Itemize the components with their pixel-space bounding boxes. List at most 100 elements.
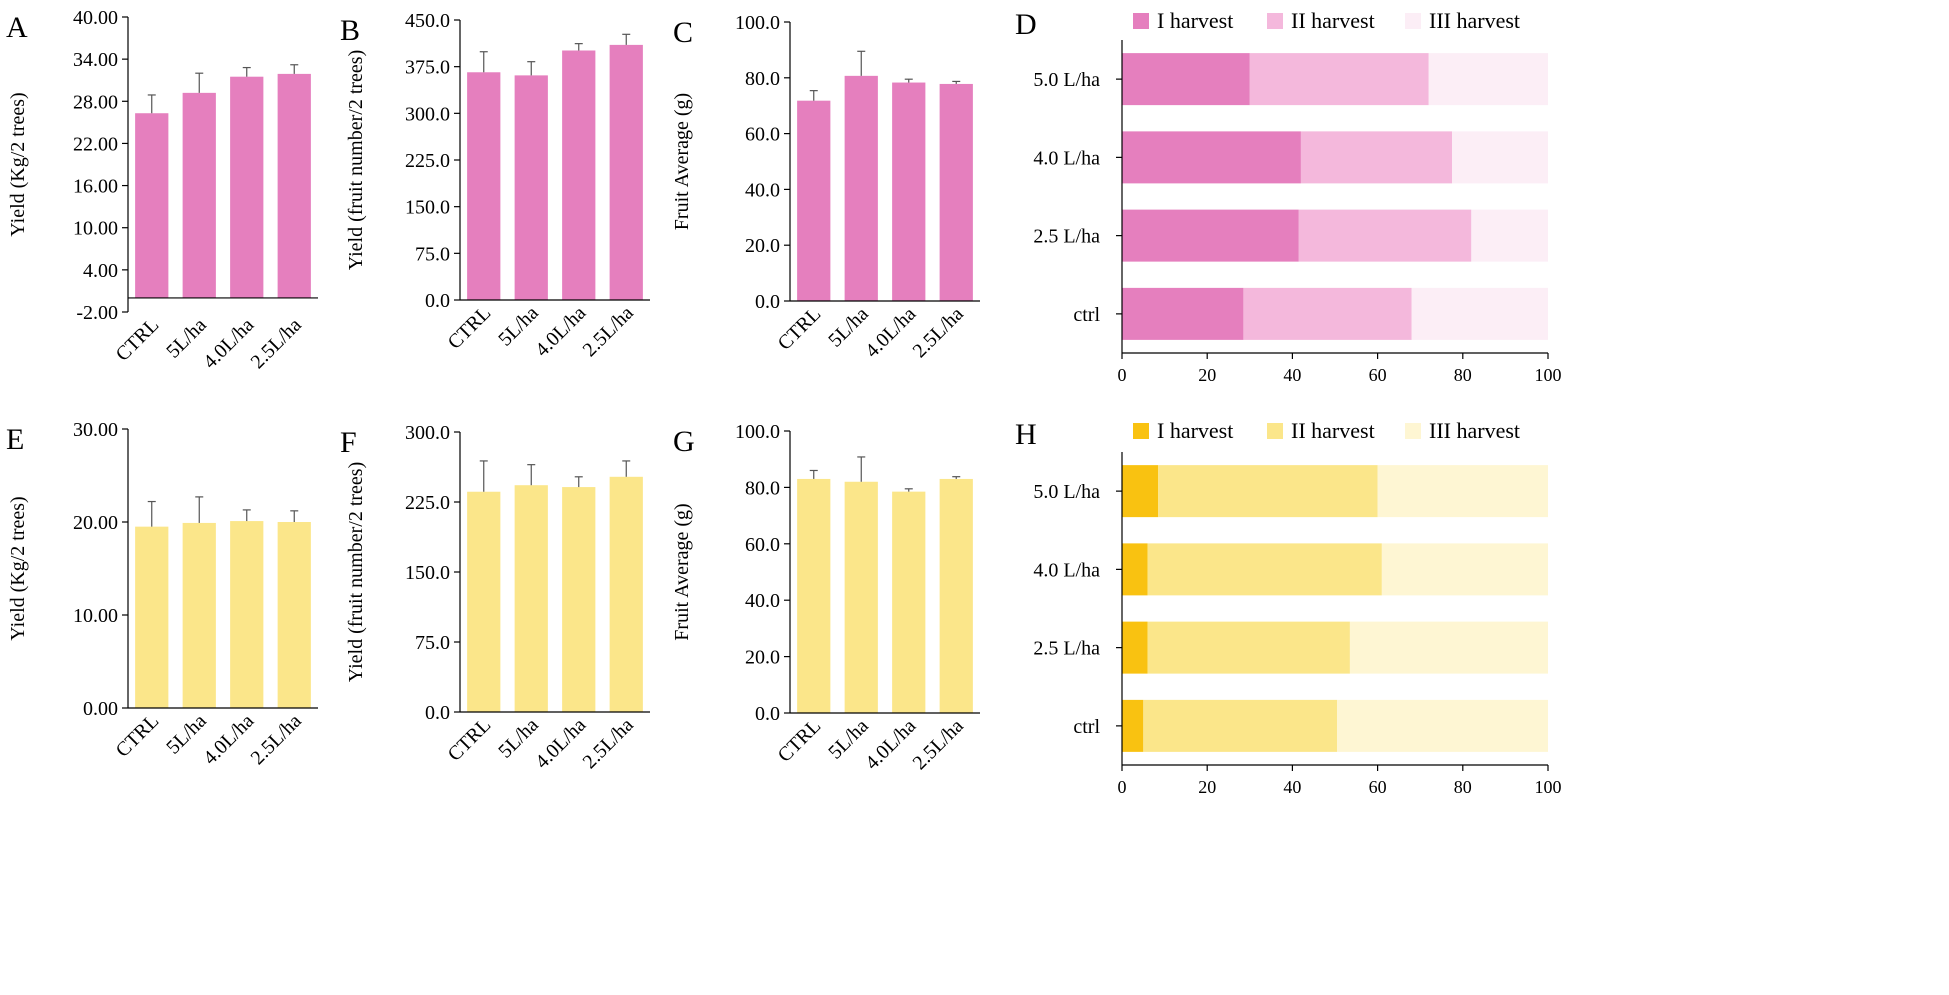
stacked-bar-segment (1122, 699, 1144, 752)
stacked-bar-segment (1243, 287, 1412, 340)
x-tick-label: CTRL (774, 715, 826, 767)
y-tick-label: 34.00 (73, 49, 118, 71)
legend-swatch (1267, 423, 1283, 439)
stacked-bar-segment (1337, 699, 1548, 752)
y-category-label: 4.0 L/ha (1033, 559, 1100, 581)
y-tick-label: 40.0 (745, 590, 780, 612)
panel-letter-e: E (6, 423, 24, 456)
stacked-bar-segment (1377, 465, 1548, 518)
legend-label: III harvest (1429, 8, 1520, 33)
bar (797, 100, 831, 301)
y-tick-label: 0.0 (425, 702, 450, 724)
x-tick-label: 100 (1535, 365, 1562, 385)
x-tick-label: 4.0L/ha (531, 714, 590, 773)
y-category-label: 5.0 L/ha (1033, 481, 1100, 503)
y-tick-label: 80.0 (745, 68, 780, 90)
y-tick-label: 450.0 (405, 10, 450, 32)
panel-letter-d: D (1015, 8, 1037, 41)
stacked-bar-segment (1381, 543, 1548, 596)
bar (892, 491, 926, 713)
x-tick-label: CTRL (774, 303, 826, 355)
stacked-bar-segment (1349, 621, 1548, 674)
bar (939, 83, 973, 301)
bar (562, 50, 596, 300)
legend-swatch (1267, 13, 1283, 29)
y-tick-label: 100.0 (735, 12, 780, 34)
x-tick-label: 2.5L/ha (247, 314, 306, 373)
bar (609, 44, 643, 301)
bar (230, 76, 264, 298)
bar (467, 491, 501, 712)
y-axis-label: Yield (fruit number/2 trees) (345, 50, 367, 271)
y-tick-label: 300.0 (405, 422, 450, 444)
legend-label: I harvest (1157, 8, 1233, 33)
legend-swatch (1405, 423, 1421, 439)
bar (135, 113, 169, 298)
y-tick-label: 4.00 (83, 260, 118, 282)
y-tick-label: 40.0 (745, 179, 780, 201)
y-tick-label: 22.00 (73, 133, 118, 155)
x-tick-label: 2.5L/ha (909, 715, 968, 774)
y-category-label: 2.5 L/ha (1033, 638, 1100, 660)
bar (844, 481, 878, 713)
x-tick-label: 80 (1454, 365, 1472, 385)
bar (797, 478, 831, 713)
stacked-bar-segment (1122, 621, 1148, 674)
stacked-bar-segment (1122, 209, 1299, 262)
y-axis-label: Yield (Kg/2 trees) (7, 92, 29, 236)
panel-letter-g: G (673, 425, 695, 458)
stacked-bar-segment (1411, 287, 1548, 340)
x-tick-label: 4.0L/ha (199, 314, 258, 373)
bar (230, 521, 264, 708)
panel-letter-a: A (6, 11, 28, 44)
y-tick-label: 0.0 (755, 291, 780, 313)
x-tick-label: 4.0L/ha (531, 302, 590, 361)
x-tick-label: 4.0L/ha (199, 710, 258, 769)
stacked-bar-segment (1452, 131, 1548, 184)
y-tick-label: 150.0 (405, 562, 450, 584)
y-tick-label: 75.0 (415, 632, 450, 654)
y-axis-label: Yield (fruit number/2 trees) (345, 462, 367, 683)
legend-swatch (1133, 423, 1149, 439)
y-tick-label: 300.0 (405, 103, 450, 125)
x-tick-label: 40 (1283, 777, 1301, 797)
stacked-bar-segment (1143, 699, 1338, 752)
y-axis-label: Fruit Average (g) (671, 503, 693, 640)
y-tick-label: 20.00 (73, 512, 118, 534)
stacked-bar-segment (1249, 53, 1429, 106)
y-tick-label: 100.0 (735, 421, 780, 443)
panel-letter-c: C (673, 16, 693, 49)
x-tick-label: 60 (1369, 365, 1387, 385)
y-tick-label: 0.0 (755, 703, 780, 725)
x-tick-label: CTRL (444, 714, 496, 766)
x-tick-label: 80 (1454, 777, 1472, 797)
y-axis-label: Fruit Average (g) (671, 93, 693, 230)
y-tick-label: 10.00 (73, 218, 118, 240)
legend-label: I harvest (1157, 418, 1233, 443)
bar (135, 526, 169, 708)
y-tick-label: -2.00 (76, 302, 118, 324)
bar (514, 485, 548, 712)
y-tick-label: 375.0 (405, 57, 450, 79)
x-tick-label: 2.5L/ha (909, 303, 968, 362)
stacked-bar-segment (1428, 53, 1548, 106)
stacked-bar-segment (1122, 543, 1148, 596)
stacked-bar-segment (1122, 53, 1250, 106)
y-category-label: ctrl (1073, 304, 1100, 326)
y-tick-label: 150.0 (405, 197, 450, 219)
x-tick-label: 100 (1535, 777, 1562, 797)
x-tick-label: CTRL (112, 314, 164, 366)
x-tick-label: 20 (1198, 365, 1216, 385)
legend-swatch (1133, 13, 1149, 29)
panel-letter-h: H (1015, 418, 1037, 451)
x-tick-label: 40 (1283, 365, 1301, 385)
y-category-label: ctrl (1073, 716, 1100, 738)
y-tick-label: 0.0 (425, 290, 450, 312)
stacked-bar-segment (1298, 209, 1472, 262)
x-tick-label: 0 (1118, 777, 1127, 797)
bar (844, 75, 878, 301)
legend-label: II harvest (1291, 8, 1375, 33)
y-tick-label: 80.0 (745, 477, 780, 499)
stacked-bar-segment (1122, 287, 1244, 340)
